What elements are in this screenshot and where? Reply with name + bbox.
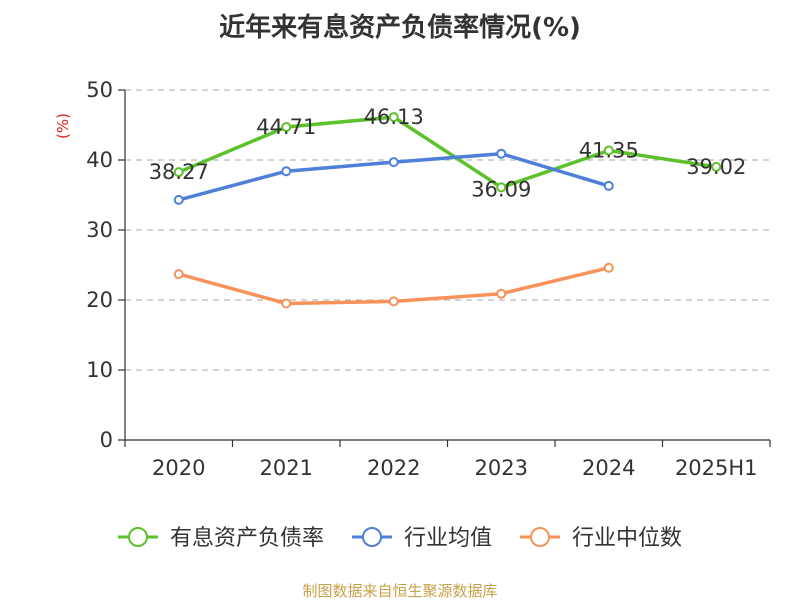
y-tick-label-0: 0 bbox=[100, 428, 113, 452]
data-label-2023: 36.09 bbox=[471, 177, 531, 201]
x-tick-label-2021: 2021 bbox=[260, 456, 313, 480]
legend-label-2: 行业中位数 bbox=[572, 526, 682, 551]
data-label-2020: 38.27 bbox=[149, 160, 209, 184]
legend-item-0: 有息资产负债率 bbox=[118, 526, 324, 551]
point-0-2022 bbox=[388, 112, 399, 123]
series-2 bbox=[173, 262, 614, 309]
point-2-2020 bbox=[173, 269, 184, 280]
x-tick-label-2020: 2020 bbox=[152, 456, 205, 480]
legend: 有息资产负债率 行业均值 行业中位数 bbox=[118, 526, 682, 551]
legend-label-0: 有息资产负债率 bbox=[170, 526, 324, 551]
grid bbox=[125, 89, 770, 371]
legend-marker-0 bbox=[128, 527, 148, 547]
source-note: 制图数据来自恒生聚源数据库 bbox=[302, 582, 497, 600]
series-0 bbox=[173, 112, 722, 193]
data-label-2025H1: 39.02 bbox=[686, 155, 746, 179]
data-label-2021: 44.71 bbox=[256, 115, 316, 139]
point-0-2023 bbox=[496, 182, 507, 193]
point-1-2023 bbox=[496, 148, 507, 159]
y-tick-label-30: 30 bbox=[86, 218, 113, 242]
chart-title: 近年来有息资产负债率情况(%) bbox=[219, 12, 581, 43]
x-tick-label-2023: 2023 bbox=[475, 456, 528, 480]
point-0-2021 bbox=[281, 122, 292, 133]
point-1-2022 bbox=[388, 157, 399, 168]
x-tick-label-2022: 2022 bbox=[367, 456, 420, 480]
x-tick-label-2024: 2024 bbox=[582, 456, 635, 480]
point-2-2021 bbox=[281, 298, 292, 309]
y-tick-label-50: 50 bbox=[86, 78, 113, 102]
point-0-2025H1 bbox=[711, 161, 722, 172]
point-0-2020 bbox=[173, 167, 184, 178]
legend-marker-1 bbox=[362, 527, 382, 547]
point-2-2024 bbox=[603, 262, 614, 273]
point-2-2023 bbox=[496, 288, 507, 299]
x-tick-label-2025H1: 2025H1 bbox=[675, 456, 758, 480]
legend-label-1: 行业均值 bbox=[404, 526, 492, 551]
legend-item-2: 行业中位数 bbox=[520, 526, 682, 551]
point-2-2022 bbox=[388, 296, 399, 307]
data-labels: 38.27 44.71 46.13 36.09 41.35 39.02 bbox=[149, 105, 747, 201]
y-axis-label: (%) bbox=[54, 113, 72, 139]
data-label-2022: 46.13 bbox=[364, 105, 424, 129]
axes: 0 10 20 30 40 50 2020 2021 2022 2023 2024 2025H1 bbox=[86, 78, 771, 480]
point-1-2024 bbox=[603, 180, 614, 191]
legend-item-1: 行业均值 bbox=[352, 526, 492, 551]
series-layer bbox=[173, 112, 722, 309]
y-tick-label-40: 40 bbox=[86, 148, 113, 172]
y-tick-label-20: 20 bbox=[86, 288, 113, 312]
point-0-2024 bbox=[603, 145, 614, 156]
y-tick-label-10: 10 bbox=[86, 358, 113, 382]
point-1-2021 bbox=[281, 166, 292, 177]
data-label-2024: 41.35 bbox=[579, 139, 639, 163]
series-line-0 bbox=[177, 115, 719, 190]
point-1-2020 bbox=[173, 194, 184, 205]
series-1 bbox=[173, 148, 614, 205]
legend-marker-2 bbox=[530, 527, 550, 547]
